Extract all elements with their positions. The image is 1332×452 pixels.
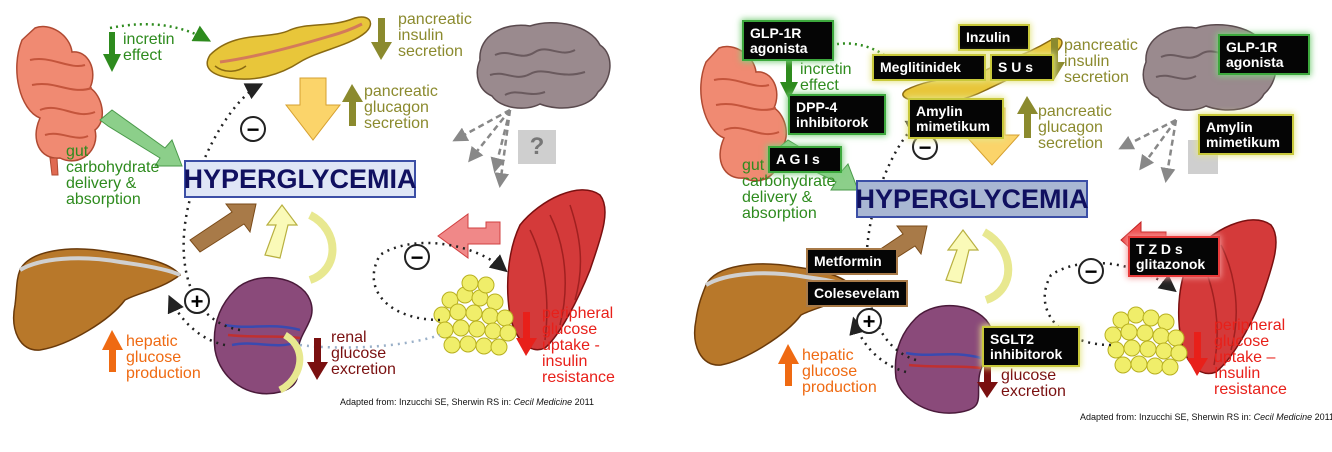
drug-agis: A G I s: [770, 148, 840, 171]
hepatic-indicator-arrow: [102, 330, 123, 372]
glucagon-indicator-arrow: [342, 84, 363, 126]
kidney-up-arrow: [264, 204, 299, 259]
brain-gray-arrows: [452, 108, 512, 188]
hyperglycemia-box: HYPERGLYCEMIA: [183, 160, 417, 198]
renal-label: glucose excretion: [1001, 367, 1066, 400]
kidney-illustration: [894, 305, 994, 414]
incretin-effect-label: incretin effect: [123, 31, 175, 64]
adipose-illustration: [1104, 306, 1188, 376]
right-diagram: HYPERGLYCEMIA incretin effect pancreatic…: [666, 0, 1332, 452]
drug-glp1r-agonist-right: GLP-1R agonista: [1220, 36, 1308, 74]
drug-metformin: Metformin: [808, 250, 896, 273]
hepatic-label: hepatic glucose production: [802, 347, 877, 396]
citation-journal: Cecil Medicine: [1253, 412, 1313, 422]
drug-sus: S U s: [992, 56, 1052, 79]
left-diagram: HYPERGLYCEMIA incretin effect pancreatic…: [13, 11, 615, 407]
citation-journal: Cecil Medicine: [513, 397, 573, 407]
pancreatic-insulin-label: pancreatic insulin secretion: [398, 11, 472, 60]
muscle-feedback-dotted: [1043, 261, 1177, 347]
drug-tzds: T Z D s glitazonok: [1130, 238, 1218, 276]
insulin-indicator-arrow: [371, 18, 392, 60]
pancreas-illustration: [206, 16, 372, 80]
liver-feedback-dotted: [167, 294, 226, 347]
glucagon-indicator-arrow: [1017, 96, 1038, 138]
brain-gray-arrows: [1118, 118, 1178, 183]
drug-inzulin: Inzulin: [960, 26, 1028, 49]
minus-sign-muscle: −: [404, 244, 430, 270]
drug-sglt2-inhibitor: SGLT2 inhibitorok: [984, 328, 1078, 366]
drug-colesevelam: Colesevelam: [808, 282, 906, 305]
drug-amylin-mimetic: Amylin mimetikum: [910, 100, 1002, 138]
gut-delivery-label: gut carbohydrate delivery & absorption: [66, 143, 160, 208]
minus-sign-pancreas: −: [912, 134, 938, 160]
plus-sign-liver: +: [856, 308, 882, 334]
drug-amylin-mimetic-right: Amylin mimetikum: [1200, 116, 1292, 154]
liver-feedback-dotted: [849, 316, 907, 374]
citation-year: 2011: [572, 397, 594, 407]
incretin-dotted-arrow: [830, 42, 892, 61]
citation-prefix: Adapted from: Inzucchi SE, Sherwin RS in…: [340, 397, 514, 407]
minus-sign-muscle: −: [1078, 258, 1104, 284]
plus-sign-liver: +: [184, 288, 210, 314]
citation-prefix: Adapted from: Inzucchi SE, Sherwin RS in…: [1080, 412, 1254, 422]
drug-glp1r-agonist-left: GLP-1R agonista: [744, 22, 832, 60]
citation: Adapted from: Inzucchi SE, Sherwin RS in…: [340, 397, 594, 407]
muscle-illustration: [506, 189, 606, 351]
intestine-illustration: [16, 25, 104, 176]
left-artwork: [13, 16, 611, 395]
renal-indicator-arrow: [307, 338, 328, 380]
incretin-dotted-arrow: [109, 23, 212, 42]
kidney-curve-arrow-2: [278, 332, 304, 394]
incretin-effect-label: incretin effect: [800, 61, 852, 94]
peripheral-indicator-arrow: [516, 312, 537, 356]
pancreatic-insulin-label: pancreatic insulin secretion: [1064, 37, 1138, 86]
renal-indicator-arrow: [977, 362, 998, 398]
adipose-illustration: [433, 274, 517, 356]
pancreatic-glucagon-label: pancreatic glucagon secretion: [1038, 103, 1112, 152]
hepatic-label: hepatic glucose production: [126, 333, 201, 382]
question-box: ?: [518, 130, 556, 164]
kidney-curve-arrow: [307, 211, 337, 284]
hyperglycemia-box: HYPERGLYCEMIA: [855, 180, 1089, 218]
hepatic-indicator-arrow: [778, 344, 799, 386]
incretin-indicator-arrow: [780, 60, 798, 100]
drug-dpp4-inhibitor: DPP-4 inhibitorok: [790, 96, 884, 134]
brain-illustration: [476, 22, 611, 109]
renal-label: renal glucose excretion: [331, 329, 396, 378]
liver-illustration: [13, 248, 182, 351]
kidney-up-arrow: [945, 229, 980, 284]
peripheral-label: peripheral glucose uptake – Insulin resi…: [1214, 317, 1287, 398]
pancreatic-glucagon-label: pancreatic glucagon secretion: [364, 83, 438, 132]
citation: Adapted from: Inzucchi SE, Sherwin RS in…: [1080, 412, 1332, 422]
muscle-arrow: [437, 213, 501, 259]
kidney-curve-arrow: [981, 228, 1013, 304]
citation-year: 2011: [1312, 412, 1332, 422]
insulin-down-arrow: [284, 77, 342, 141]
pancreas-feedback-dotted: [865, 120, 925, 362]
gut-arrow: [99, 109, 183, 167]
liver-arrow: [189, 203, 257, 253]
minus-sign-pancreas: −: [240, 116, 266, 142]
peripheral-label: peripheral glucose uptake - insulin resi…: [542, 305, 615, 386]
peripheral-indicator-arrow: [1187, 332, 1208, 376]
gut-delivery-label: gut carbohydrate delivery & absorption: [742, 157, 836, 222]
drug-meglitinidek: Meglitinidek: [874, 56, 984, 79]
incretin-indicator-arrow: [103, 32, 121, 72]
